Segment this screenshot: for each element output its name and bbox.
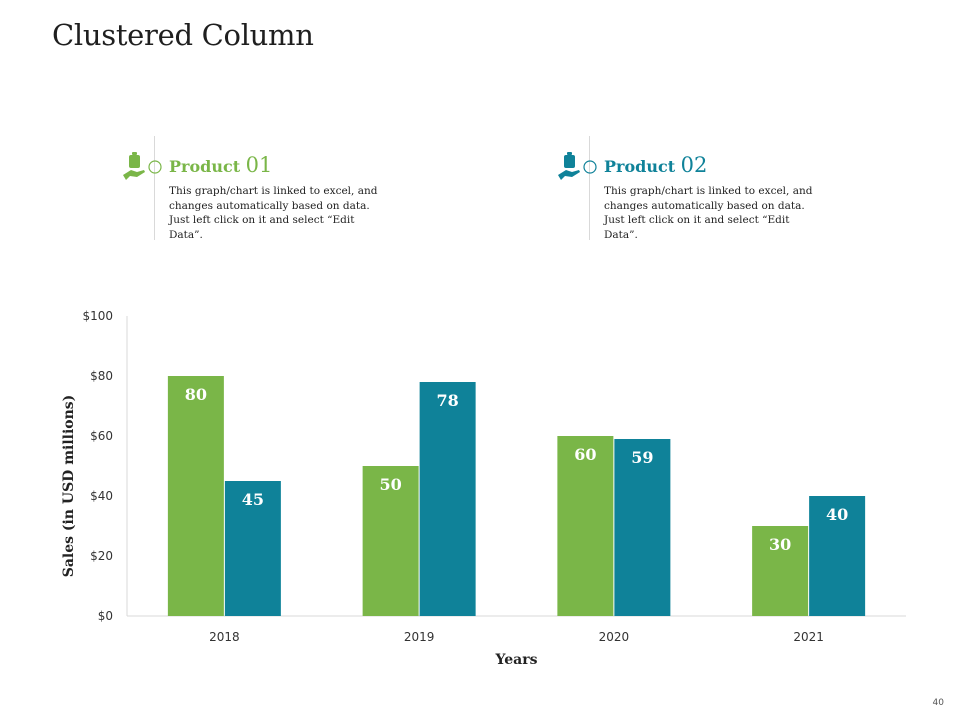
bar (224, 481, 281, 616)
bar (167, 376, 224, 616)
product-label: Product (604, 157, 681, 176)
data-label: 40 (826, 505, 848, 524)
product-number: 01 (245, 153, 273, 177)
hand-holding-bag-icon (558, 152, 597, 180)
bar (419, 382, 476, 616)
bar (557, 436, 614, 616)
x-axis-title: Years (494, 652, 537, 668)
bar (752, 526, 809, 616)
product-02-description: This graph/chart is linked to excel, and… (604, 185, 813, 241)
hand-holding-bag-icon (123, 152, 162, 180)
y-tick-label: $20 (90, 549, 113, 563)
divider (589, 136, 590, 240)
bar (614, 439, 671, 616)
x-tick-label: 2018 (209, 630, 240, 644)
data-label: 45 (242, 490, 264, 509)
data-label: 30 (769, 535, 791, 554)
x-tick-label: 2020 (599, 630, 630, 644)
product-01-heading: Product 01 (169, 153, 272, 177)
page-number: 40 (932, 698, 944, 708)
product-number: 02 (680, 153, 708, 177)
y-tick-label: $60 (90, 429, 113, 443)
bar (809, 496, 866, 616)
bar (362, 466, 419, 616)
data-label: 60 (574, 445, 596, 464)
data-label: 59 (631, 448, 653, 467)
y-tick-label: $80 (90, 369, 113, 383)
product-01-description: This graph/chart is linked to excel, and… (169, 185, 378, 241)
y-axis-title: Sales (in USD millions) (61, 395, 77, 578)
y-tick-label: $100 (82, 309, 113, 323)
y-tick-label: $0 (98, 609, 113, 623)
page-title: Clustered Column (52, 18, 314, 52)
data-label: 80 (185, 385, 207, 404)
data-label: 78 (436, 391, 458, 410)
data-label: 50 (379, 475, 401, 494)
x-tick-label: 2021 (793, 630, 824, 644)
x-tick-label: 2019 (404, 630, 435, 644)
product-label: Product (169, 157, 246, 176)
product-02-heading: Product 02 (604, 153, 707, 177)
divider (154, 136, 155, 240)
y-tick-label: $40 (90, 489, 113, 503)
